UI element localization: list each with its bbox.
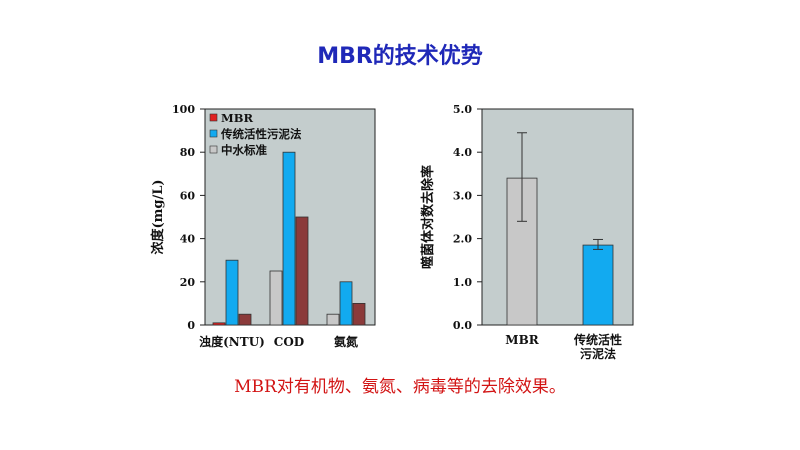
bar — [582, 244, 614, 326]
legend-label: MBR — [221, 111, 253, 125]
legend-swatch — [209, 145, 218, 154]
phage-removal-chart: 0.0 1.0 2.0 3.0 4.0 5.0 噬菌体对数去除率 MBR 传统活性污泥法 — [420, 103, 634, 361]
y-tick-label: 60 — [180, 189, 196, 202]
bar — [326, 313, 340, 326]
y-tick-label: 5.0 — [453, 103, 472, 116]
x-tick-label: 浊度(NTU) — [199, 334, 265, 349]
y-tick-label: 3.0 — [453, 189, 472, 202]
y-tick-label: 0 — [187, 319, 195, 332]
bar — [225, 259, 239, 326]
bar — [269, 270, 283, 326]
legend-swatch — [209, 113, 218, 122]
slide-caption: MBR对有机物、氨氮、病毒等的去除效果。 — [234, 377, 566, 397]
y-tick-label: 2.0 — [453, 233, 472, 246]
bar — [212, 322, 226, 326]
legend-label: 传统活性污泥法 — [220, 127, 302, 141]
x-tick-label: MBR — [505, 333, 539, 347]
y-tick-label: 0.0 — [453, 319, 472, 332]
y-tick-label: 40 — [180, 233, 196, 246]
y-axis-label: 浓度(mg/L) — [150, 179, 166, 254]
bar — [238, 313, 252, 326]
bar — [282, 151, 296, 326]
y-tick-label: 80 — [180, 146, 196, 159]
y-axis-label: 噬菌体对数去除率 — [420, 165, 436, 269]
bar — [295, 216, 309, 326]
legend-swatch — [209, 129, 218, 138]
bar — [339, 281, 353, 326]
slide-title: MBR的技术优势 — [317, 44, 483, 69]
y-tick-label: 4.0 — [453, 146, 472, 159]
x-tick-label: 氨氮 — [334, 334, 358, 349]
bar — [352, 302, 366, 326]
x-tick-label: COD — [274, 335, 304, 349]
y-tick-label: 20 — [180, 276, 196, 289]
y-tick-label: 100 — [172, 103, 195, 116]
legend-label: 中水标准 — [221, 143, 267, 157]
y-tick-label: 1.0 — [453, 276, 472, 289]
concentration-chart: 0 20 40 60 80 100 浓度(mg/L) 浊度(NTU) COD 氨氮 MBR 传统活性污… — [150, 103, 376, 349]
x-tick-label: 传统活性污泥法 — [573, 332, 622, 361]
